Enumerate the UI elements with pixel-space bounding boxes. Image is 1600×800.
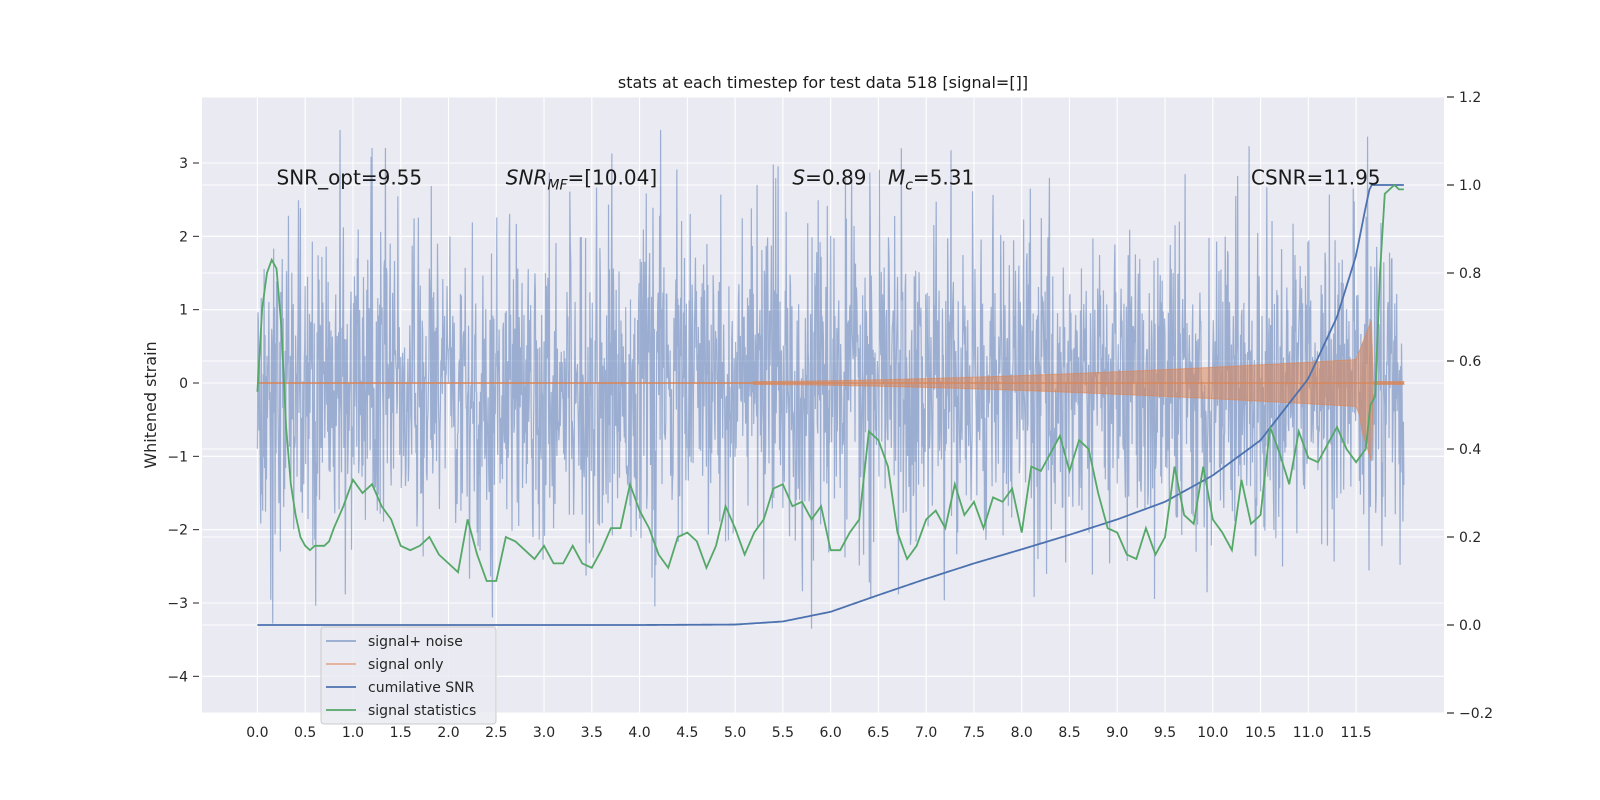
x-tick-label: 3.0 xyxy=(533,725,555,741)
x-tick-label: 10.5 xyxy=(1245,725,1276,741)
y2-tick-label: 0.4 xyxy=(1459,442,1481,458)
legend-label: signal only xyxy=(368,657,443,673)
x-tick-label: 9.0 xyxy=(1106,725,1128,741)
annotation-group: SNR_opt=9.55 SNRMF=[10.04] S=0.89 Mc=5.31 CS… xyxy=(277,166,1381,194)
y2-tick-label: 1.2 xyxy=(1459,90,1481,106)
y2-tick-label: 0.8 xyxy=(1459,266,1481,282)
y-axis-label: Whitened strain xyxy=(141,341,160,468)
legend-box xyxy=(320,626,497,725)
y2-tick-label: 0.0 xyxy=(1459,618,1481,634)
x-tick-label: 6.5 xyxy=(867,725,889,741)
annotation-text: SNR_opt=9.55 xyxy=(277,166,423,190)
x-tick-label: 2.0 xyxy=(437,725,459,741)
y-tick-label: −2 xyxy=(167,523,188,539)
x-tick-label: 5.0 xyxy=(724,725,746,741)
x-tick-label: 1.0 xyxy=(342,725,364,741)
signal-only-series xyxy=(256,320,1405,462)
x-tick-label: 0.0 xyxy=(246,725,268,741)
annotation-text: Mc=5.31 xyxy=(888,166,974,194)
x-tick-label: 8.5 xyxy=(1058,725,1080,741)
y-axis-ticks: −4 −3 −2 −1 0 1 2 3 xyxy=(167,156,199,685)
x-axis-ticks: 0.0 0.5 1.0 1.5 2.0 2.5 3.0 3.5 4.0 4.5 5.0 5.5 6.0 6… xyxy=(246,725,1371,741)
x-tick-label: 2.5 xyxy=(485,725,507,741)
signal-statistics-line xyxy=(256,183,1404,582)
x-tick-label: 1.5 xyxy=(390,725,412,741)
x-tick-label: 5.5 xyxy=(772,725,794,741)
annotation-text: S=0.89 xyxy=(792,166,866,190)
y2-tick-label: 0.6 xyxy=(1459,354,1481,370)
x-tick-label: 9.5 xyxy=(1154,725,1176,741)
y2-tick-label: 0.2 xyxy=(1459,530,1481,546)
y-tick-label: 0 xyxy=(179,376,188,392)
y2-tick-label: −0.2 xyxy=(1459,706,1493,722)
x-tick-label: 8.0 xyxy=(1011,725,1033,741)
x-tick-label: 4.5 xyxy=(676,725,698,741)
chart-legend: signal+ noise signal only cumilative SNR si… xyxy=(320,626,497,725)
x-tick-label: 10.0 xyxy=(1197,725,1228,741)
x-tick-label: 3.5 xyxy=(581,725,603,741)
x-tick-label: 0.5 xyxy=(294,725,316,741)
legend-label: signal statistics xyxy=(368,703,476,719)
y-tick-label: −4 xyxy=(167,669,188,685)
y2-axis-ticks: −0.2 0.0 0.2 0.4 0.6 0.8 1.0 1.2 xyxy=(1447,90,1493,722)
y-tick-label: 3 xyxy=(179,156,188,172)
y-tick-label: 2 xyxy=(179,229,188,245)
y-tick-label: −1 xyxy=(167,449,188,465)
cumulative-snr-line xyxy=(257,184,1404,626)
annotation-text: CSNR=11.95 xyxy=(1251,166,1381,190)
x-tick-label: 6.0 xyxy=(820,725,842,741)
x-tick-label: 11.0 xyxy=(1293,725,1324,741)
x-tick-label: 4.0 xyxy=(628,725,650,741)
legend-label: cumilative SNR xyxy=(368,680,475,696)
x-tick-label: 7.5 xyxy=(963,725,985,741)
chart-title: stats at each timestep for test data 518… xyxy=(618,73,1028,92)
x-tick-label: 7.0 xyxy=(915,725,937,741)
y2-tick-label: 1.0 xyxy=(1459,178,1481,194)
x-tick-label: 11.5 xyxy=(1341,725,1372,741)
legend-label: signal+ noise xyxy=(368,634,463,650)
y-tick-label: −3 xyxy=(167,596,188,612)
annotation-text: SNRMF=[10.04] xyxy=(506,166,657,194)
y-tick-label: 1 xyxy=(179,303,188,319)
